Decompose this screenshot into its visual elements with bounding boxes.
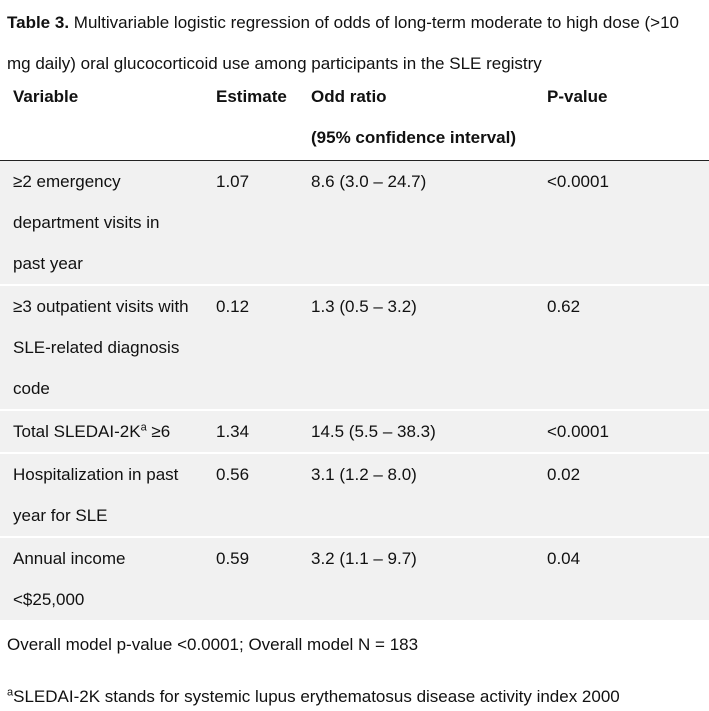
cell-estimate: 1.07 xyxy=(216,172,250,191)
row-separator xyxy=(0,284,709,286)
variable-line: SLE-related diagnosis xyxy=(13,338,180,357)
cell-odd-ratio: 8.6 (3.0 – 24.7) xyxy=(311,172,427,191)
header-odd-ratio: Odd ratio (95% confidence interval) xyxy=(311,76,541,158)
header-variable: Variable xyxy=(13,87,79,106)
variable-line: ≥2 emergency xyxy=(13,172,121,191)
cell-variable: Annual income <$25,000 xyxy=(0,538,203,620)
cell-p-value: <0.0001 xyxy=(547,172,609,191)
cell-variable: ≥3 outpatient visits with SLE-related dia… xyxy=(0,286,203,409)
variable-line: ≥3 outpatient visits with xyxy=(13,297,189,316)
cell-variable: Hospitalization in past year for SLE xyxy=(0,454,203,536)
variable-suffix: ≥6 xyxy=(146,422,171,441)
definition-footnote-marker: a xyxy=(7,686,14,699)
variable-line: <$25,000 xyxy=(13,590,85,609)
cell-estimate: 1.34 xyxy=(216,422,250,441)
cell-odd-ratio: 1.3 (0.5 – 3.2) xyxy=(311,297,417,316)
model-footnote: Overall model p-value <0.0001; Overall m… xyxy=(7,635,419,654)
variable-line: Hospitalization in past xyxy=(13,465,179,484)
cell-estimate: 0.56 xyxy=(216,465,250,484)
cell-p-value: 0.04 xyxy=(547,549,581,568)
cell-odd-ratio: 14.5 (5.5 – 38.3) xyxy=(311,422,436,441)
variable-line: Annual income xyxy=(13,549,126,568)
table-row: ≥3 outpatient visits with SLE-related dia… xyxy=(0,286,709,409)
table-row: Total SLEDAI-2Ka ≥6 1.34 14.5 (5.5 – 38.3)… xyxy=(0,411,709,452)
header-odd-ratio-sub: (95% confidence interval) xyxy=(311,128,517,147)
definition-footnote-text: SLEDAI-2K stands for systemic lupus eryt… xyxy=(13,687,620,706)
cell-estimate: 0.12 xyxy=(216,297,250,316)
header-odd-ratio-label: Odd ratio xyxy=(311,87,387,106)
cell-odd-ratio: 3.1 (1.2 – 8.0) xyxy=(311,465,417,484)
row-separator xyxy=(0,452,709,454)
cell-p-value: 0.02 xyxy=(547,465,581,484)
table-row: ≥2 emergency department visits in past yea… xyxy=(0,161,709,284)
cell-p-value: <0.0001 xyxy=(547,422,609,441)
table-row: Hospitalization in past year for SLE 0.56 3… xyxy=(0,454,709,536)
table-caption: Table 3. Multivariable logistic regressi… xyxy=(7,2,703,84)
definition-footnote: aSLEDAI-2K stands for systemic lupus ery… xyxy=(7,683,620,711)
table-row: Annual income <$25,000 0.59 3.2 (1.1 – 9.7)… xyxy=(0,538,709,620)
cell-p-value: 0.62 xyxy=(547,297,581,316)
variable-text: Total SLEDAI-2K xyxy=(13,422,141,441)
variable-line: past year xyxy=(13,254,83,273)
table-body: ≥2 emergency department visits in past yea… xyxy=(0,161,709,620)
table-caption-label: Table 3. xyxy=(7,13,70,32)
table-caption-text: Multivariable logistic regression of odd… xyxy=(7,13,680,73)
regression-table: Variable Estimate Odd ratio (95% confide… xyxy=(0,76,709,620)
row-separator xyxy=(0,409,709,411)
variable-line: code xyxy=(13,379,50,398)
cell-variable: ≥2 emergency department visits in past yea… xyxy=(0,161,203,284)
cell-odd-ratio: 3.2 (1.1 – 9.7) xyxy=(311,549,417,568)
variable-line: department visits in xyxy=(13,213,160,232)
row-separator xyxy=(0,536,709,538)
variable-line: year for SLE xyxy=(13,506,108,525)
footnote-marker: a xyxy=(140,421,147,434)
cell-estimate: 0.59 xyxy=(216,549,250,568)
variable-line: Total SLEDAI-2Ka ≥6 xyxy=(13,411,203,452)
header-estimate: Estimate xyxy=(216,87,287,106)
table-header: Variable Estimate Odd ratio (95% confide… xyxy=(0,76,709,161)
cell-variable: Total SLEDAI-2Ka ≥6 xyxy=(0,411,203,452)
header-p-value: P-value xyxy=(547,87,608,106)
